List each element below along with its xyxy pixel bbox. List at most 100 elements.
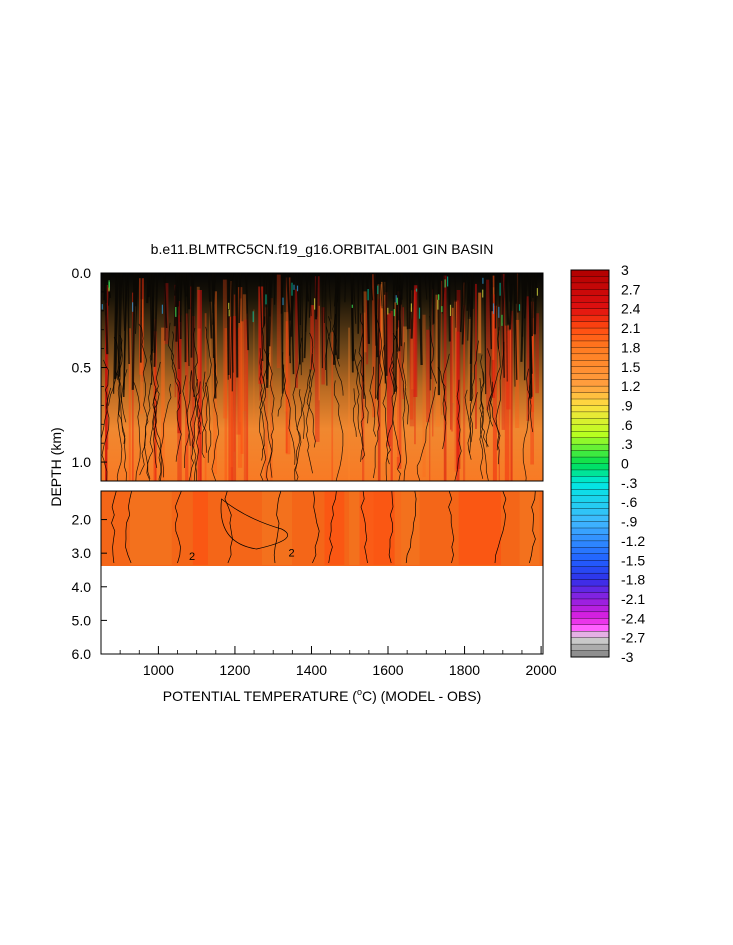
upper-contour-line [149,349,165,478]
lower-color-band [192,491,208,565]
upper-dark-line [332,273,338,365]
colorbar-label: 1.5 [621,359,641,375]
upper-speck [252,311,254,323]
colorbar-swatch [570,553,610,561]
upper-panel: 0.0 0.5 1.0 [72,265,544,482]
upper-dark-line [190,273,194,358]
upper-contour-line [324,316,331,370]
upper-speck [536,288,538,296]
upper-dark-line [235,273,239,378]
upper-dark-line [369,273,374,301]
colorbar-swatch [570,463,610,471]
upper-streak [443,275,447,481]
upper-contour-line [191,370,197,481]
upper-streak [314,276,320,442]
upper-contour-line [388,360,401,481]
upper-speck [499,282,501,296]
upper-speck [415,288,418,292]
upper-dark-line [308,273,312,318]
lower-contour-line [529,491,536,564]
x-axis-label: POTENTIAL TEMPERATURE (oC) (MODEL - OBS) [163,687,482,704]
colorbar-swatch [570,340,610,348]
colorbar-label: -3 [621,649,634,665]
upper-dark-line [131,273,136,390]
colorbar-swatch [570,450,610,458]
upper-streak [395,327,399,457]
upper-dark-line [238,273,242,324]
colorbar-swatch [570,321,610,329]
upper-speck [482,277,484,284]
lower-contour-line [174,491,182,564]
upper-contour-line [485,326,501,448]
upper-streak [432,289,434,437]
upper-streak [467,318,472,413]
upper-speck [377,285,379,295]
upper-dark-line [531,273,535,337]
x-tick-label: 1400 [296,662,327,678]
colorbar-swatch [570,495,610,503]
upper-speck [228,302,230,310]
x-tick-label: 2000 [526,662,557,678]
colorbar-swatch [570,295,610,303]
upper-streak [441,280,443,415]
upper-dark-line [323,273,325,324]
upper-streak [268,316,271,386]
upper-speck [293,284,295,290]
upper-streak [153,332,156,454]
upper-dark-line [113,273,117,394]
upper-y-tick-label: 0.0 [72,265,92,281]
upper-dark-line [114,273,118,380]
upper-contour-line [437,367,447,450]
upper-streak [498,304,500,481]
upper-contour-line [305,369,313,474]
colorbar-swatch [570,508,610,516]
colorbar-swatch [570,572,610,581]
lower-contour-line [328,491,337,564]
lower-y-tick-label: 6.0 [72,646,92,662]
upper-contour-line [113,336,127,423]
x-axis: 1000 1200 1400 1600 1800 2000 [119,646,557,678]
upper-contour-line [479,377,489,481]
colorbar-swatch [570,611,610,619]
upper-streak [264,307,268,481]
upper-speck [228,309,230,317]
upper-streak [387,313,391,447]
upper-contour-line [115,371,127,481]
colorbar-label: -1.5 [621,552,645,568]
upper-streak [411,290,415,390]
upper-streak [276,274,281,369]
lower-panel-frame [100,490,544,655]
colorbar-swatch [570,276,610,284]
colorbar-swatch [570,282,610,290]
colorbar-swatch [570,650,610,658]
upper-dark-line [337,273,341,360]
x-axis-label-suffix: C) (MODEL - OBS) [362,688,481,704]
upper-dark-line [328,273,332,320]
x-tick-label: 1800 [449,662,480,678]
upper-contour-line [333,380,344,481]
upper-dark-line [103,273,109,355]
upper-contour-line [386,330,398,465]
upper-dark-line [259,273,264,362]
colorbar-swatch [570,353,610,361]
upper-contour-line [464,389,471,454]
colorbar-swatch [570,398,610,406]
upper-streak [190,286,192,481]
colorbar-swatch [570,605,610,613]
upper-streak [377,298,381,481]
upper-dark-line [182,273,188,297]
upper-dark-line [273,273,276,305]
upper-streak [236,327,241,435]
colorbar-swatch [570,385,610,394]
upper-speck [396,297,398,305]
upper-streak [478,292,482,354]
colorbar-label: -1.8 [621,572,645,588]
colorbar-swatch [570,302,610,310]
colorbar-swatch [570,643,610,652]
upper-dark-line [392,273,396,299]
upper-streak [140,299,144,414]
upper-dark-line [379,273,383,309]
upper-streak [475,283,477,429]
colorbar-swatch [570,314,610,323]
upper-streak [403,326,407,389]
